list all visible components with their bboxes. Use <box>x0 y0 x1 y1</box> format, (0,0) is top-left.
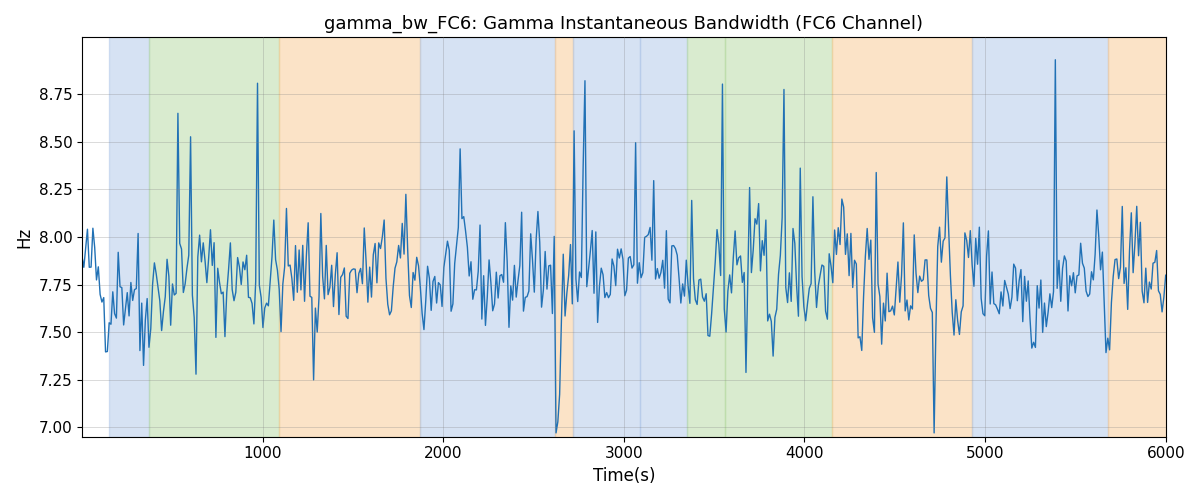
Bar <box>725 38 832 436</box>
Bar <box>278 38 420 436</box>
Bar <box>1108 38 1183 436</box>
Bar <box>149 38 278 436</box>
Bar <box>972 38 1108 436</box>
Bar <box>640 38 688 436</box>
Bar <box>420 38 556 436</box>
Bar <box>688 38 725 436</box>
Bar <box>832 38 972 436</box>
Bar <box>109 38 149 436</box>
Title: gamma_bw_FC6: Gamma Instantaneous Bandwidth (FC6 Channel): gamma_bw_FC6: Gamma Instantaneous Bandwi… <box>324 15 923 34</box>
Bar <box>556 38 574 436</box>
Y-axis label: Hz: Hz <box>14 226 32 248</box>
X-axis label: Time(s): Time(s) <box>593 467 655 485</box>
Bar <box>574 38 640 436</box>
